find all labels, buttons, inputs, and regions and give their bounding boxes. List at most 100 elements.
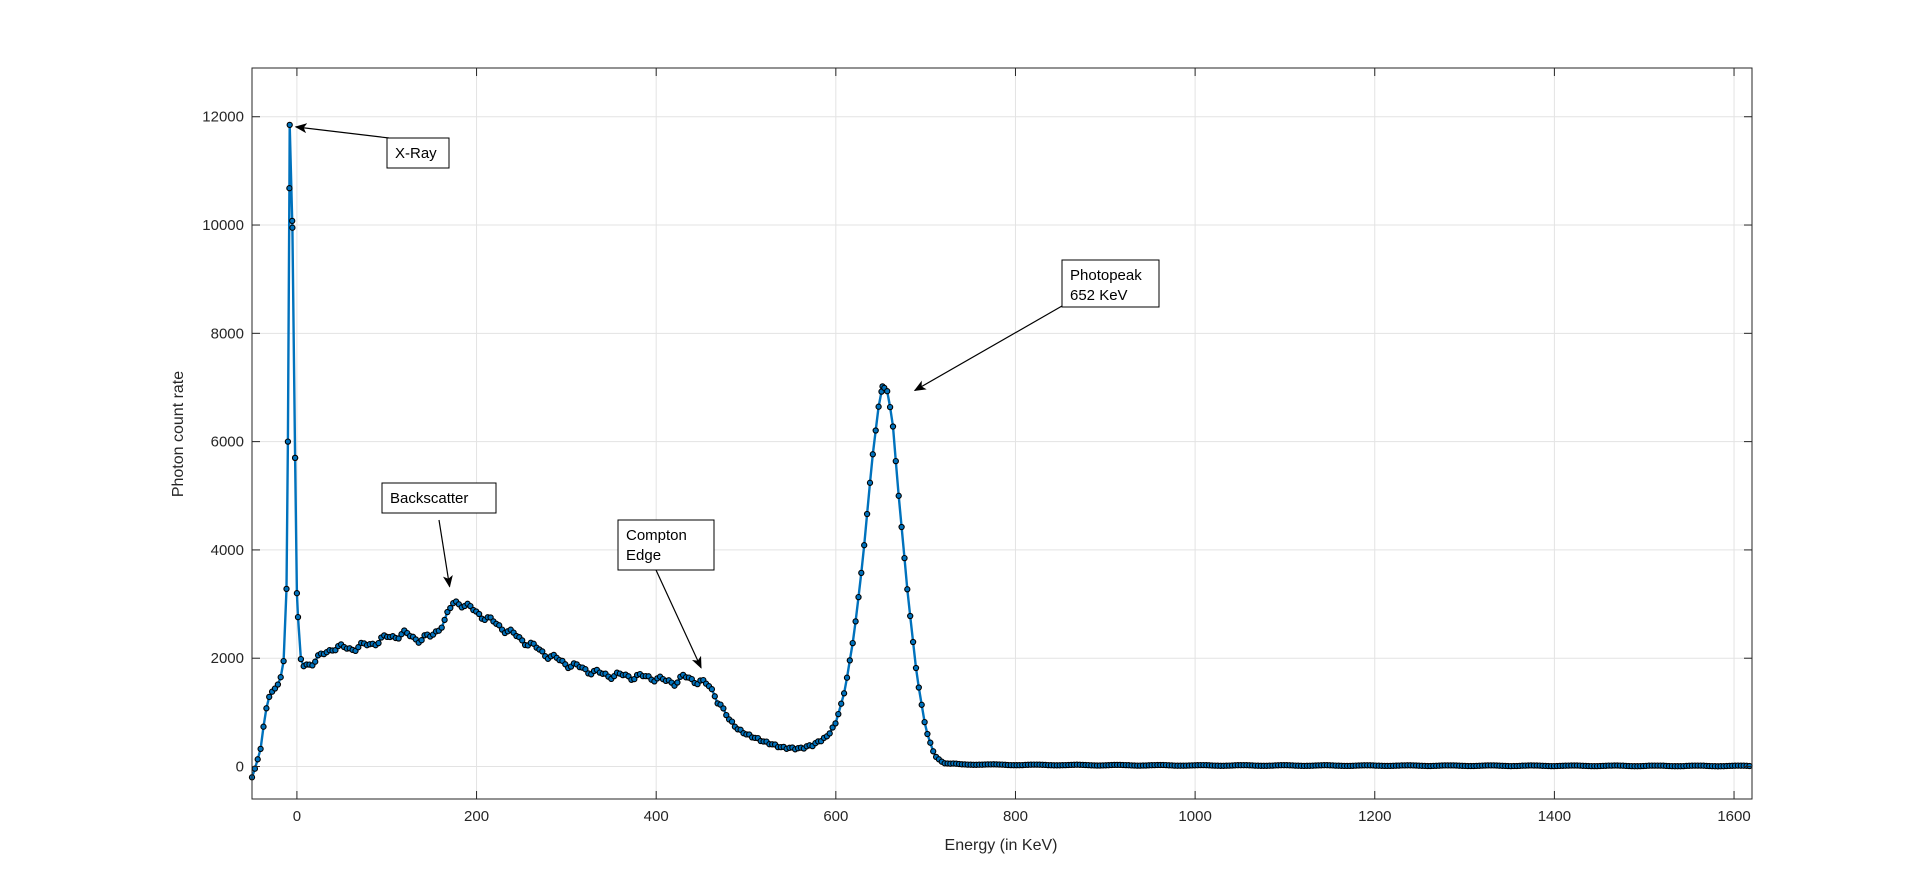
data-point bbox=[289, 224, 296, 231]
annotation: Compton Edge bbox=[617, 519, 715, 669]
annotations: X-Ray Backscatter Compton Edge Photopeak 652 … bbox=[294, 123, 1160, 669]
x-tick-label: 200 bbox=[464, 808, 489, 825]
data-point bbox=[280, 657, 287, 665]
data-point bbox=[872, 427, 879, 434]
annotation-text: Edge bbox=[626, 547, 661, 564]
data-point bbox=[297, 655, 305, 663]
data-point bbox=[260, 723, 267, 730]
data-point bbox=[869, 451, 876, 458]
data-point bbox=[289, 217, 296, 225]
data-point bbox=[927, 739, 934, 746]
y-tick-label: 0 bbox=[236, 759, 244, 776]
data-point bbox=[728, 718, 736, 725]
annotation-box bbox=[381, 482, 497, 514]
data-point bbox=[582, 666, 589, 673]
data-point bbox=[892, 457, 899, 465]
data-point bbox=[395, 635, 402, 642]
data-layer bbox=[248, 121, 1753, 781]
x-tick-label: 1600 bbox=[1717, 808, 1750, 825]
y-tick-label: 10000 bbox=[202, 217, 244, 234]
data-point bbox=[711, 693, 718, 700]
annotation-text: Compton bbox=[626, 527, 687, 544]
data-point bbox=[293, 590, 301, 597]
data-point bbox=[708, 686, 716, 693]
data-point bbox=[826, 730, 833, 737]
data-point bbox=[840, 690, 848, 697]
annotation-arrow bbox=[913, 305, 1063, 391]
data-point bbox=[418, 637, 425, 644]
axes-box bbox=[251, 67, 1753, 800]
data-point bbox=[835, 710, 842, 718]
data-point bbox=[447, 604, 454, 612]
data-point bbox=[283, 585, 290, 593]
data-point bbox=[921, 718, 928, 726]
data-point bbox=[907, 612, 914, 620]
data-point bbox=[496, 622, 503, 629]
data-point bbox=[723, 711, 730, 719]
data-point bbox=[895, 492, 902, 499]
x-tick-label: 1000 bbox=[1178, 808, 1211, 825]
data-point bbox=[332, 647, 339, 654]
annotation: X-Ray bbox=[294, 123, 450, 169]
data-point bbox=[884, 388, 891, 395]
data-point bbox=[312, 658, 319, 665]
data-point bbox=[539, 648, 546, 655]
data-point bbox=[858, 569, 865, 577]
data-point bbox=[266, 693, 273, 701]
annotation-arrow bbox=[438, 519, 453, 588]
data-point bbox=[441, 616, 448, 624]
data-point bbox=[889, 423, 897, 430]
data-point bbox=[930, 748, 937, 755]
data-point bbox=[866, 479, 874, 486]
data-point bbox=[861, 542, 868, 549]
data-point bbox=[438, 624, 445, 631]
x-tick-label: 1200 bbox=[1358, 808, 1391, 825]
data-point bbox=[849, 639, 856, 647]
data-point bbox=[277, 674, 284, 681]
data-point bbox=[284, 438, 292, 445]
data-point bbox=[915, 684, 922, 691]
x-tick-label: 1400 bbox=[1538, 808, 1571, 825]
y-tick-label: 8000 bbox=[211, 325, 244, 342]
y-tick-label: 6000 bbox=[211, 434, 244, 451]
data-point bbox=[1746, 762, 1753, 770]
data-point bbox=[852, 618, 859, 625]
data-point bbox=[898, 523, 905, 531]
y-tick-label: 12000 bbox=[202, 109, 244, 126]
data-point bbox=[274, 681, 282, 688]
data-point bbox=[519, 637, 526, 644]
data-point bbox=[843, 674, 851, 681]
data-point bbox=[720, 705, 727, 712]
data-point bbox=[475, 610, 483, 618]
y-tick-label: 4000 bbox=[211, 542, 244, 559]
data-point bbox=[909, 638, 917, 646]
data-point bbox=[829, 724, 836, 731]
plot-background bbox=[252, 68, 1752, 799]
data-point bbox=[294, 613, 302, 621]
data-point bbox=[832, 720, 839, 727]
data-point bbox=[286, 185, 293, 192]
annotation-box bbox=[1061, 259, 1160, 308]
annotation-text: X-Ray bbox=[395, 145, 437, 162]
data-point bbox=[257, 745, 264, 753]
data-point bbox=[631, 675, 638, 683]
axes: 0 200 400 600 800 1000 1200 1400 1600 0 2000 4000 60… bbox=[202, 67, 1753, 825]
data-point bbox=[875, 403, 882, 410]
data-point bbox=[291, 454, 299, 462]
y-axis-label: Photon count rate bbox=[170, 371, 187, 497]
data-point bbox=[863, 510, 871, 518]
annotation-text: 652 KeV bbox=[1070, 287, 1128, 304]
annotation-text: Backscatter bbox=[390, 490, 468, 507]
y-tick-label: 2000 bbox=[211, 650, 244, 667]
data-point bbox=[846, 657, 853, 664]
x-axis-label: Energy (in KeV) bbox=[945, 837, 1058, 854]
data-point bbox=[904, 586, 911, 593]
data-point bbox=[375, 639, 382, 647]
data-point bbox=[674, 679, 681, 686]
annotation: Photopeak 652 KeV bbox=[913, 259, 1160, 391]
data-point bbox=[855, 593, 862, 601]
annotation-box bbox=[617, 519, 715, 571]
annotation-text: Photopeak bbox=[1070, 267, 1142, 284]
x-tick-label: 0 bbox=[293, 808, 301, 825]
